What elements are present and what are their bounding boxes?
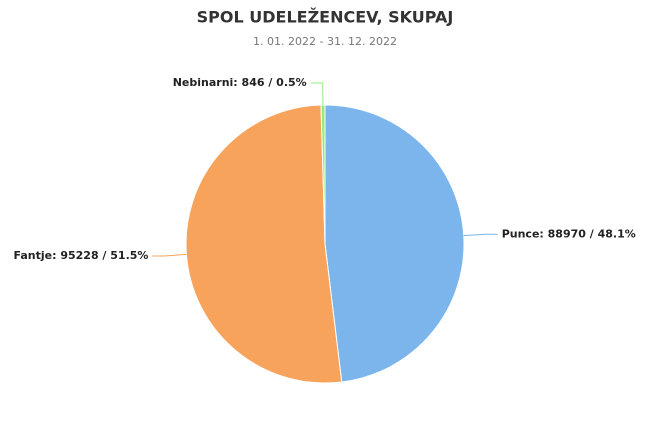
leader-line (310, 82, 324, 106)
data-label: Nebinarni: 846 / 0.5% (173, 76, 307, 89)
leader-line (152, 253, 187, 257)
leader-line (463, 233, 498, 237)
pie-slice (185, 104, 343, 384)
data-label: Fantje: 95228 / 51.5% (13, 249, 148, 262)
data-label: Punce: 88970 / 48.1% (502, 227, 636, 240)
pie-slice (324, 104, 465, 383)
chart-subtitle: 1. 01. 2022 - 31. 12. 2022 (253, 35, 397, 48)
chart-title: SPOL UDELEŽENCEV, SKUPAJ (197, 8, 454, 27)
